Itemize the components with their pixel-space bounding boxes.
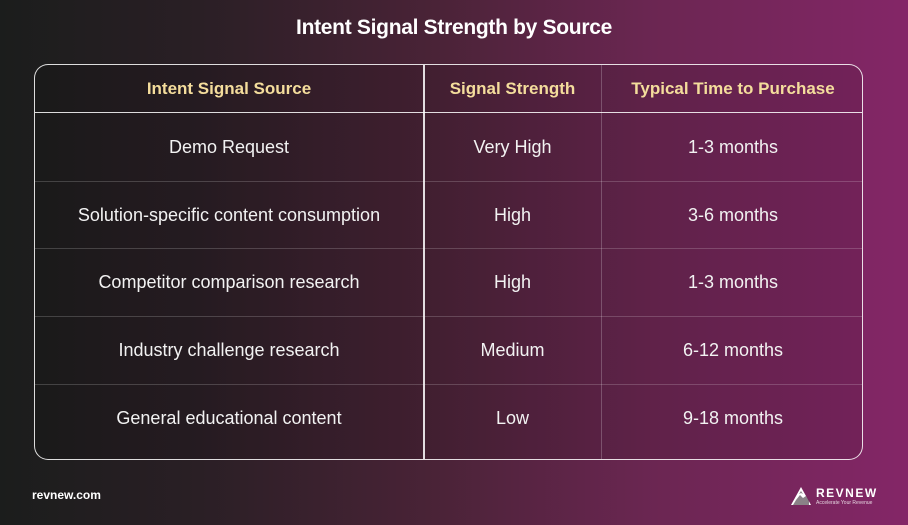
column-divider-secondary bbox=[601, 65, 602, 459]
intent-signal-table: Intent Signal Source Signal Strength Typ… bbox=[34, 64, 863, 460]
table-row: General educational content Low 9-18 mon… bbox=[35, 385, 862, 452]
table-row: Solution-specific content consumption Hi… bbox=[35, 182, 862, 248]
header-intent-signal-source: Intent Signal Source bbox=[146, 79, 312, 98]
table-row: Demo Request Very High 1-3 months bbox=[35, 113, 862, 181]
cell-source: General educational content bbox=[116, 408, 342, 428]
table-row: Competitor comparison research High 1-3 … bbox=[35, 249, 862, 316]
brand-text: REVNEW Accelerate Your Revenue bbox=[816, 486, 878, 506]
brand-name: REVNEW bbox=[816, 486, 878, 500]
cell-strength: Low bbox=[495, 408, 530, 428]
website-url: revnew.com bbox=[32, 488, 101, 502]
row-separator bbox=[35, 248, 862, 249]
cell-source: Competitor comparison research bbox=[98, 272, 360, 292]
header-typical-time-to-purchase: Typical Time to Purchase bbox=[631, 79, 835, 98]
cell-source: Demo Request bbox=[168, 136, 290, 157]
cell-time: 3-6 months bbox=[687, 204, 779, 225]
cell-source: Solution-specific content consumption bbox=[77, 204, 381, 225]
row-separator bbox=[35, 181, 862, 182]
header-signal-strength: Signal Strength bbox=[449, 79, 576, 98]
cell-source: Industry challenge research bbox=[118, 340, 340, 360]
row-separator bbox=[35, 316, 862, 317]
page-title: Intent Signal Strength by Source bbox=[296, 16, 612, 39]
cell-strength: High bbox=[493, 204, 532, 225]
mountain-triangle-icon bbox=[791, 487, 811, 505]
brand-logo: REVNEW Accelerate Your Revenue bbox=[790, 486, 878, 512]
cell-time: 9-18 months bbox=[682, 408, 784, 428]
cell-strength: Medium bbox=[480, 340, 545, 360]
row-separator bbox=[35, 384, 862, 385]
brand-tagline: Accelerate Your Revenue bbox=[816, 500, 873, 506]
cell-time: 6-12 months bbox=[682, 340, 784, 360]
cell-time: 1-3 months bbox=[687, 136, 779, 157]
table-header-row: Intent Signal Source Signal Strength Typ… bbox=[35, 65, 862, 113]
cell-time: 1-3 months bbox=[687, 272, 779, 292]
column-divider-main bbox=[423, 65, 425, 459]
cell-strength: Very High bbox=[473, 136, 552, 157]
cell-strength: High bbox=[493, 272, 532, 292]
table-row: Industry challenge research Medium 6-12 … bbox=[35, 317, 862, 384]
